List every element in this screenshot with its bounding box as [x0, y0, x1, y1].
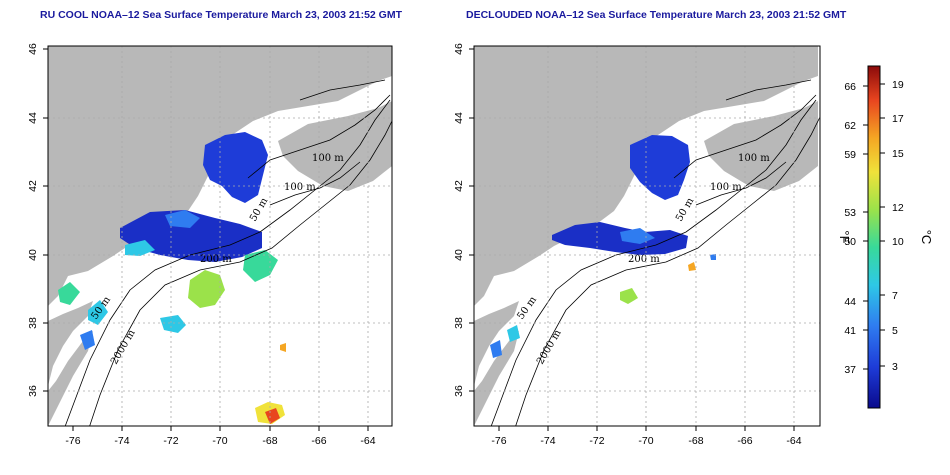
left-gridlines	[48, 46, 392, 426]
x-tick-label: -66	[737, 435, 752, 447]
contour-label: 100 m	[738, 153, 770, 164]
x-tick-label: -64	[786, 435, 801, 447]
contour-label: 100 m	[710, 182, 742, 193]
y-tick-label: 38	[453, 317, 465, 329]
y-tick-label: 42	[453, 180, 465, 192]
fahrenheit-tick-label: 53	[844, 207, 856, 219]
fahrenheit-tick-label: 41	[844, 325, 856, 337]
fahrenheit-tick-label: 44	[844, 296, 856, 308]
y-tick-label: 46	[453, 43, 465, 55]
right-x-tick-labels: -76 -74 -72 -70 -68 -66 -64	[491, 435, 801, 447]
y-tick-label: 44	[27, 112, 39, 124]
x-tick-label: -70	[212, 435, 227, 447]
x-tick-label: -66	[311, 435, 326, 447]
y-tick-label: 36	[27, 385, 39, 397]
celsius-tick-label: 3	[892, 361, 898, 373]
celsius-tick-labels: 19 17 15 12 10 7 5 3	[892, 79, 904, 373]
left-axis-ticks	[43, 48, 369, 431]
celsius-tick-label: 10	[892, 236, 904, 248]
x-tick-label: -72	[163, 435, 178, 447]
right-sst-patches	[490, 135, 716, 358]
contour-label: 200 m	[200, 254, 232, 265]
left-map-title: RU COOL NOAA–12 Sea Surface Temperature …	[40, 9, 403, 21]
x-tick-label: -64	[360, 435, 375, 447]
x-tick-label: -74	[114, 435, 129, 447]
left-y-tick-labels: 36 38 40 42 44 46	[27, 43, 39, 397]
fahrenheit-tick-label: 37	[844, 364, 856, 376]
left-x-tick-labels: -76 -74 -72 -70 -68 -66 -64	[65, 435, 375, 447]
fahrenheit-tick-label: 62	[844, 120, 856, 132]
fahrenheit-tick-labels: 66 62 59 53 50 44 41 37	[844, 81, 856, 376]
fahrenheit-unit-label: °F	[837, 230, 852, 243]
y-tick-label: 44	[453, 112, 465, 124]
fahrenheit-tick-label: 50	[844, 236, 856, 248]
x-tick-label: -76	[491, 435, 506, 447]
x-tick-label: -68	[688, 435, 703, 447]
celsius-tick-label: 19	[892, 79, 904, 91]
left-map: 100 m 100 m 50 m 200 m 50 m 2000 m -76 -…	[27, 43, 393, 447]
right-axis-ticks	[469, 48, 795, 431]
left-bathymetry-contours	[64, 79, 392, 426]
contour-label: 200 m	[628, 254, 660, 265]
celsius-tick-label: 12	[892, 202, 904, 214]
celsius-unit-label: °C	[919, 230, 934, 245]
right-y-tick-labels: 36 38 40 42 44 46	[453, 43, 465, 397]
fahrenheit-tick-label: 59	[844, 149, 856, 161]
y-tick-label: 38	[27, 317, 39, 329]
temperature-colorbar: 66 62 59 53 50 44 41 37 19 17 15 12 10 7…	[837, 65, 934, 409]
x-tick-label: -72	[589, 435, 604, 447]
right-map-title: DECLOUDED NOAA–12 Sea Surface Temperatur…	[466, 9, 847, 21]
colorbar-gradient	[867, 65, 881, 409]
y-tick-label: 36	[453, 385, 465, 397]
left-sst-patches	[58, 132, 286, 424]
x-tick-label: -68	[262, 435, 277, 447]
fahrenheit-tick-label: 66	[844, 81, 856, 93]
right-map: 100 m 100 m 50 m 200 m 50 m 2000 m -76 -…	[453, 43, 821, 447]
right-map-frame	[473, 45, 821, 427]
contour-label: 100 m	[284, 182, 316, 193]
x-tick-label: -70	[638, 435, 653, 447]
x-tick-label: -76	[65, 435, 80, 447]
celsius-tick-label: 15	[892, 148, 904, 160]
celsius-tick-label: 5	[892, 325, 898, 337]
x-tick-label: -74	[540, 435, 555, 447]
colorbar-ticks	[863, 83, 885, 370]
celsius-tick-label: 7	[892, 290, 898, 302]
y-tick-label: 46	[27, 43, 39, 55]
right-bathymetry-contours	[490, 79, 820, 426]
y-tick-label: 40	[27, 249, 39, 261]
right-gridlines	[474, 46, 820, 426]
y-tick-label: 42	[27, 180, 39, 192]
contour-label: 100 m	[312, 153, 344, 164]
y-tick-label: 40	[453, 249, 465, 261]
celsius-tick-label: 17	[892, 113, 904, 125]
